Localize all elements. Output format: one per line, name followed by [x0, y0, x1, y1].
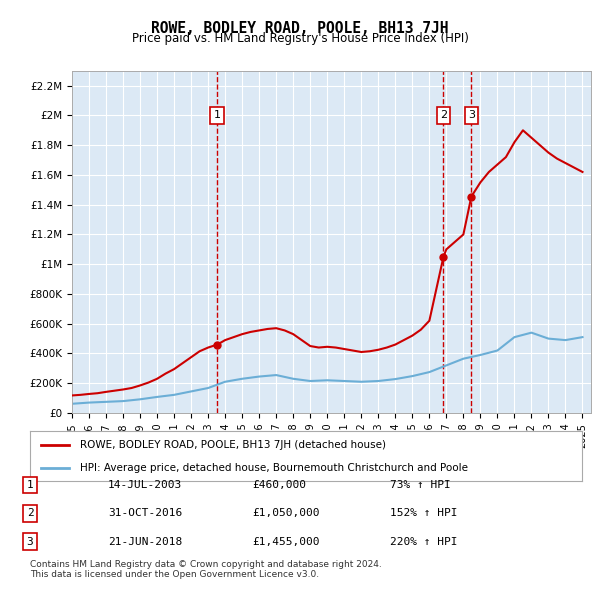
Text: ROWE, BODLEY ROAD, POOLE, BH13 7JH (detached house): ROWE, BODLEY ROAD, POOLE, BH13 7JH (deta… [80, 440, 386, 450]
Text: 2: 2 [26, 509, 34, 518]
Text: Price paid vs. HM Land Registry's House Price Index (HPI): Price paid vs. HM Land Registry's House … [131, 32, 469, 45]
Text: £1,050,000: £1,050,000 [252, 509, 320, 518]
Text: 3: 3 [468, 110, 475, 120]
Text: 73% ↑ HPI: 73% ↑ HPI [390, 480, 451, 490]
Text: 14-JUL-2003: 14-JUL-2003 [108, 480, 182, 490]
Text: 152% ↑ HPI: 152% ↑ HPI [390, 509, 458, 518]
Text: ROWE, BODLEY ROAD, POOLE, BH13 7JH: ROWE, BODLEY ROAD, POOLE, BH13 7JH [151, 21, 449, 35]
Text: 1: 1 [26, 480, 34, 490]
Text: HPI: Average price, detached house, Bournemouth Christchurch and Poole: HPI: Average price, detached house, Bour… [80, 463, 467, 473]
Text: £1,455,000: £1,455,000 [252, 537, 320, 546]
Text: Contains HM Land Registry data © Crown copyright and database right 2024.
This d: Contains HM Land Registry data © Crown c… [30, 560, 382, 579]
Text: 3: 3 [26, 537, 34, 546]
Text: 220% ↑ HPI: 220% ↑ HPI [390, 537, 458, 546]
Text: 1: 1 [214, 110, 221, 120]
Text: £460,000: £460,000 [252, 480, 306, 490]
Text: 21-JUN-2018: 21-JUN-2018 [108, 537, 182, 546]
Text: 31-OCT-2016: 31-OCT-2016 [108, 509, 182, 518]
Text: 2: 2 [440, 110, 447, 120]
